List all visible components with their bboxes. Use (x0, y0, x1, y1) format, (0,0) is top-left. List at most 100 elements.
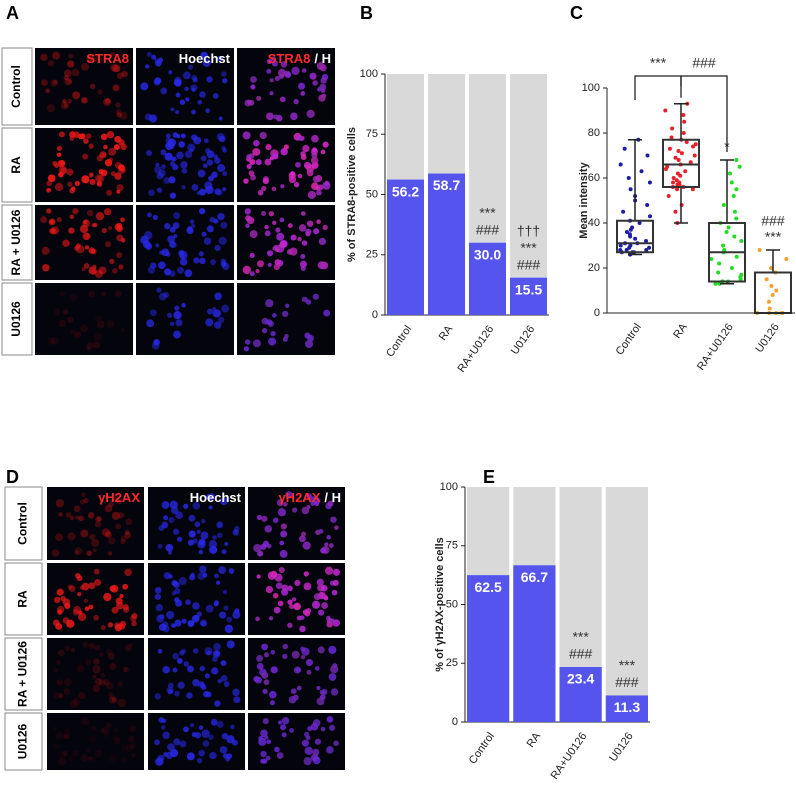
data-point (665, 164, 670, 169)
cell (309, 72, 317, 80)
cell (284, 71, 292, 78)
cell (124, 568, 132, 577)
x-tick-label: RA (437, 323, 456, 343)
x-tick-label: U0126 (607, 731, 635, 764)
cell (300, 254, 306, 259)
cell (85, 346, 91, 351)
bar-remainder (428, 74, 465, 174)
micrograph (47, 638, 144, 710)
cell (154, 165, 162, 174)
cell (279, 96, 286, 103)
cell (269, 700, 275, 706)
cell (205, 318, 214, 327)
cell (122, 604, 129, 611)
cell (323, 309, 331, 317)
cell (107, 551, 113, 556)
cell (169, 500, 178, 509)
cell (101, 291, 107, 297)
cell (58, 693, 64, 699)
cell (191, 109, 196, 115)
cell (318, 94, 326, 102)
cell (72, 750, 79, 757)
cell (192, 502, 201, 510)
cell (131, 620, 137, 627)
cell (174, 305, 180, 311)
cell (88, 756, 93, 761)
cell (274, 75, 280, 82)
cell (168, 70, 173, 75)
cell (220, 674, 228, 682)
cell (219, 497, 228, 506)
cell (170, 107, 175, 112)
cell (276, 232, 285, 241)
cell (290, 234, 297, 241)
cell (118, 264, 124, 270)
cell (293, 181, 300, 188)
column-header-part: STRA8 (268, 51, 311, 66)
cell (266, 739, 272, 745)
data-point (693, 142, 698, 147)
cell (221, 145, 226, 151)
cell (224, 541, 229, 546)
cell (176, 151, 184, 160)
cell (106, 131, 115, 139)
cell (80, 529, 89, 538)
cell (273, 244, 279, 250)
cell (285, 491, 293, 499)
significance-bracket (680, 75, 728, 152)
cell (209, 751, 217, 760)
x-tick-label: Control (467, 731, 497, 767)
cell (118, 139, 125, 146)
data-point (648, 214, 653, 219)
data-point (692, 153, 697, 158)
cell (101, 726, 110, 735)
cell (328, 543, 334, 548)
cell (312, 175, 320, 183)
cell (153, 78, 161, 86)
cell (174, 79, 182, 87)
cell (163, 752, 168, 757)
cell (153, 338, 160, 346)
bar (387, 179, 424, 315)
cell (253, 139, 260, 147)
cell (91, 725, 97, 731)
cell (169, 321, 175, 326)
cell (174, 690, 180, 697)
cell (57, 649, 65, 657)
cell (176, 657, 183, 664)
cell (197, 540, 206, 549)
bar (559, 667, 602, 722)
cell (192, 602, 200, 610)
cell (82, 641, 89, 648)
cell (67, 532, 76, 541)
micrograph (237, 283, 335, 355)
cell (53, 742, 61, 750)
cell (111, 511, 120, 520)
cell (81, 97, 88, 104)
cell (92, 674, 97, 679)
cell (111, 697, 117, 703)
cell (92, 548, 97, 553)
cell (216, 580, 221, 585)
value-label: 56.2 (392, 183, 419, 199)
column-header-part: / H (324, 490, 341, 505)
cell (261, 211, 266, 216)
cell (218, 566, 227, 574)
data-point (621, 209, 626, 214)
data-point (732, 209, 737, 214)
cell (279, 217, 285, 223)
cell (83, 497, 89, 504)
cell (102, 679, 110, 686)
cell (216, 532, 223, 539)
cell (199, 257, 206, 265)
cell (46, 208, 52, 214)
cell (113, 144, 120, 151)
cell (268, 616, 274, 621)
cell (306, 669, 312, 675)
cell (93, 341, 101, 349)
cell (112, 268, 118, 274)
cell (64, 727, 71, 734)
cell (279, 550, 288, 558)
cell (68, 53, 74, 59)
